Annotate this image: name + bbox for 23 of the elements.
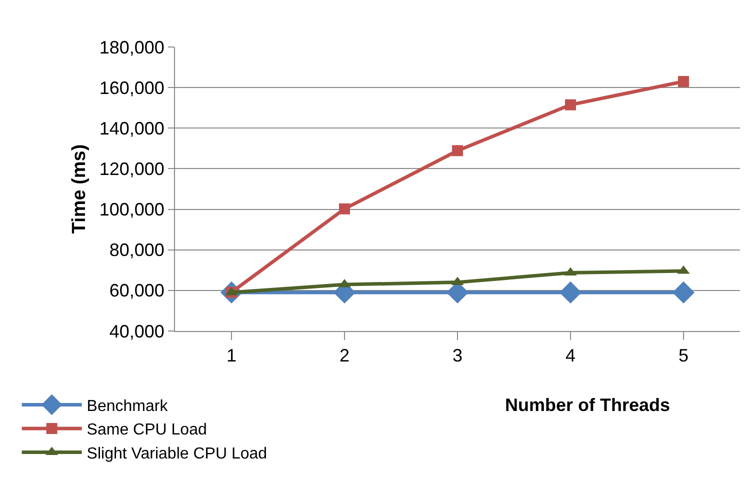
legend-label: Slight Variable CPU Load: [86, 446, 268, 463]
y-tick-label: 100,000: [99, 200, 164, 220]
point: [678, 76, 689, 87]
y-tick-label: 180,000: [99, 37, 164, 58]
legend-label: Benchmark: [86, 398, 169, 415]
y-tick-label: 120,000: [99, 159, 164, 180]
x-tick-label: 1: [226, 346, 237, 366]
y-axis-title: Time (ms): [69, 144, 90, 234]
point: [565, 99, 576, 110]
x-tick-label: 2: [339, 346, 350, 366]
y-tick-label: 160,000: [99, 78, 164, 98]
x-tick-label: 4: [565, 346, 576, 366]
y-tick-label: 60,000: [109, 280, 164, 301]
point: [339, 203, 350, 214]
point: [559, 281, 582, 304]
y-tick-label: 140,000: [99, 118, 164, 138]
x-axis-title: Number of Threads: [505, 395, 670, 415]
x-tick-label: 3: [452, 346, 463, 366]
y-tick-label: 80,000: [109, 240, 164, 260]
y-tick-label: 40,000: [109, 321, 164, 342]
point: [452, 145, 463, 156]
x-tick-label: 5: [678, 346, 689, 366]
point: [672, 281, 695, 304]
